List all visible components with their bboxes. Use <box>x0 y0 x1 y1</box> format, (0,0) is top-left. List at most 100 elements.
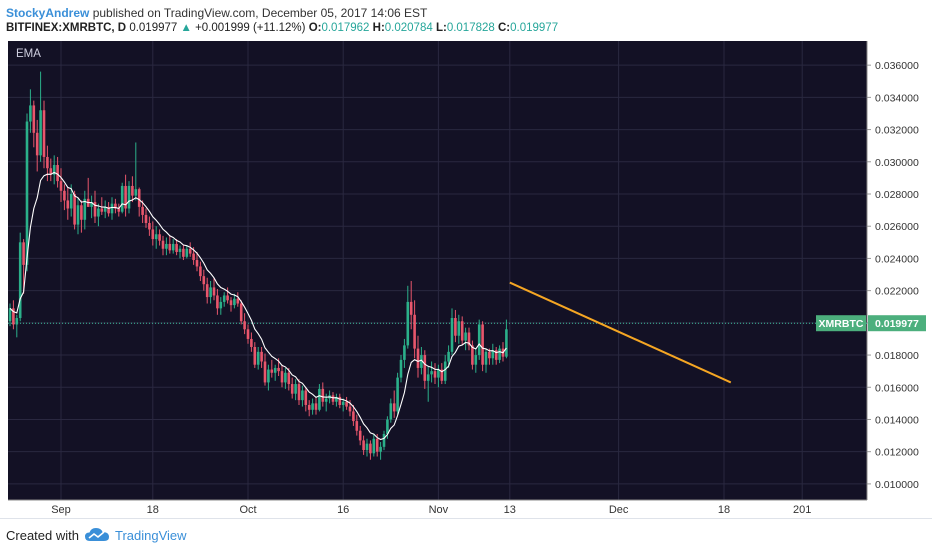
x-tick-label: 16 <box>337 504 349 516</box>
tradingview-brand[interactable]: TradingView <box>115 528 187 543</box>
y-tick-label: 0.018000 <box>875 350 919 362</box>
candle-body <box>202 276 206 285</box>
candle-body <box>124 185 127 209</box>
candle-body <box>321 388 325 402</box>
close-label: C: <box>497 22 511 34</box>
candle-body <box>69 194 73 209</box>
candle-body <box>49 168 53 175</box>
y-tick-label: 0.010000 <box>875 479 919 491</box>
candle-body <box>195 260 199 267</box>
candle-body <box>301 390 304 401</box>
candle-body <box>59 181 63 191</box>
publish-info: StockyAndrew published on TradingView.co… <box>6 6 427 20</box>
symbol-tag-label: XMRBTC <box>819 318 864 330</box>
candle-body <box>100 208 104 212</box>
candle-body <box>484 351 488 365</box>
y-tick-label: 0.022000 <box>875 286 919 298</box>
candle-body <box>73 194 76 225</box>
open-label: O: <box>308 22 322 34</box>
candle-body <box>365 443 369 451</box>
candle-body <box>107 206 110 214</box>
candle-body <box>18 242 22 319</box>
candle-body <box>324 398 328 402</box>
y-tick-label: 0.036000 <box>875 60 919 72</box>
candle-body <box>460 321 464 341</box>
x-tick-label: Dec <box>609 504 629 516</box>
candle-body <box>505 329 508 357</box>
candle-body <box>406 301 410 346</box>
candle-body <box>175 243 178 252</box>
candle-body <box>212 287 216 296</box>
candle-body <box>39 110 42 156</box>
candle-body <box>280 371 284 383</box>
candle-body <box>443 361 447 381</box>
candle-body <box>307 404 311 410</box>
candle-body <box>311 403 314 410</box>
candle-body <box>409 301 413 315</box>
candle-body <box>226 295 229 301</box>
candle-body <box>158 234 161 241</box>
candle-body <box>450 318 454 352</box>
trendline <box>509 281 732 384</box>
candle-body <box>188 248 192 254</box>
candle-body <box>454 318 457 336</box>
price-change: +0.001999 (+11.12%) <box>195 22 306 34</box>
candle-body <box>83 198 87 220</box>
candle-body <box>209 287 212 298</box>
price-tag <box>868 315 926 332</box>
candle-body <box>127 185 131 209</box>
footer: Created with TradingView <box>0 518 932 551</box>
candle-body <box>440 369 444 381</box>
indicator-label: EMA <box>16 48 41 60</box>
author-link[interactable]: StockyAndrew <box>6 6 90 20</box>
candle-body <box>192 253 195 261</box>
candle-body <box>389 403 393 420</box>
candle-body <box>416 348 420 368</box>
candle-body <box>256 351 260 365</box>
price-chart[interactable]: 0.010000 0.012000 0.014000 0.016000 0.018000… <box>0 38 932 518</box>
x-tick-label: 18 <box>718 504 730 516</box>
ema-line <box>9 171 507 441</box>
candle-body <box>250 338 253 347</box>
y-tick-label: 0.034000 <box>875 92 919 104</box>
candle-body <box>396 377 399 412</box>
up-arrow-icon: ▲ <box>180 22 192 34</box>
candle-body <box>97 208 100 217</box>
candle-body <box>477 324 481 356</box>
candle-body <box>12 308 15 325</box>
candle-body <box>375 438 379 452</box>
candle-body <box>233 298 236 306</box>
candle-body <box>222 295 226 302</box>
candle-body <box>270 369 274 373</box>
x-tick-label: Sep <box>51 504 71 516</box>
candle-body <box>76 205 80 225</box>
candle-body <box>294 384 297 394</box>
candle-body <box>263 361 267 383</box>
candle-body <box>151 229 155 240</box>
x-tick-label: 13 <box>504 504 516 516</box>
candle-body <box>277 367 280 372</box>
open-value: 0.017962 <box>321 22 370 34</box>
y-tick-label: 0.032000 <box>875 125 919 137</box>
candle-body <box>318 388 321 410</box>
candle-body <box>423 355 427 381</box>
candle-body <box>131 185 134 196</box>
candle-body <box>103 206 107 212</box>
y-tick-label: 0.030000 <box>875 157 919 169</box>
candle-body <box>216 295 219 309</box>
candle-body <box>243 321 246 330</box>
created-with-text: Created with <box>6 528 79 543</box>
candle-body <box>488 351 491 359</box>
candle-body <box>355 421 359 431</box>
low-value: 0.017828 <box>446 22 495 34</box>
x-tick-label: Oct <box>239 504 256 516</box>
candle-body <box>267 369 270 383</box>
candle-body <box>284 372 287 383</box>
symbol-tag <box>816 315 866 332</box>
candle-body <box>141 206 144 215</box>
candle-body <box>287 372 291 385</box>
plot-area <box>8 41 867 500</box>
candle-body <box>63 190 66 201</box>
candle-body <box>80 205 83 220</box>
x-tick-label: 18 <box>147 504 159 516</box>
